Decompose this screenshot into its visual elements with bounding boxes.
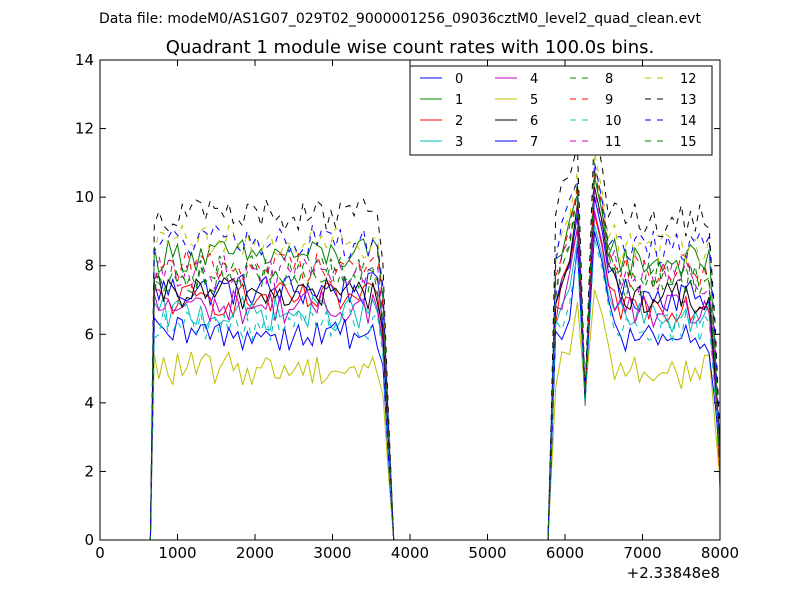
legend-label-4: 4 <box>530 72 538 87</box>
legend-label-13: 13 <box>680 93 697 108</box>
legend-label-9: 9 <box>605 93 613 108</box>
series-line-9 <box>100 169 720 540</box>
y-tick-label: 10 <box>75 188 94 206</box>
legend-label-2: 2 <box>455 114 463 129</box>
y-tick-label: 4 <box>84 394 94 412</box>
y-tick-label: 6 <box>84 325 94 343</box>
chart-title: Quadrant 1 module wise count rates with … <box>166 37 655 58</box>
x-tick-label: 8000 <box>701 544 739 562</box>
x-tick-label: 7000 <box>623 544 661 562</box>
legend-box <box>409 65 713 156</box>
series-line-3 <box>100 224 720 540</box>
x-tick-label: 1000 <box>158 544 196 562</box>
series-line-14 <box>100 162 720 540</box>
x-tick-label: 2000 <box>236 544 274 562</box>
x-tick-label: 4000 <box>391 544 429 562</box>
legend-label-0: 0 <box>455 72 463 87</box>
x-tick-label: 6000 <box>546 544 584 562</box>
x-tick-label: 5000 <box>468 544 506 562</box>
chart-suptitle: Data file: modeM0/AS1G07_029T02_90000012… <box>99 11 701 27</box>
series-line-12 <box>100 152 720 540</box>
y-tick-label: 0 <box>84 531 94 549</box>
series-line-7 <box>100 231 720 540</box>
axis-ticks: 0 1000 2000 3000 4000 5000 6000 7000 80000246810… <box>75 51 739 562</box>
y-tick-label: 12 <box>75 120 94 138</box>
series-line-15 <box>100 172 720 540</box>
y-tick-label: 8 <box>84 257 94 275</box>
legend-label-8: 8 <box>605 72 613 87</box>
legend-label-12: 12 <box>680 72 697 87</box>
x-tick-label: 0 <box>95 544 105 562</box>
x-tick-label: 3000 <box>313 544 351 562</box>
legend-label-15: 15 <box>680 135 697 150</box>
series-line-6 <box>100 186 720 540</box>
legend-label-5: 5 <box>530 93 538 108</box>
legend-label-3: 3 <box>455 135 463 150</box>
series-line-11 <box>100 190 720 540</box>
series-line-5 <box>100 289 720 540</box>
legend-label-1: 1 <box>455 93 463 108</box>
legend-label-6: 6 <box>530 114 538 129</box>
y-tick-label: 14 <box>75 51 94 69</box>
series-line-1 <box>100 176 720 540</box>
series-layer <box>100 125 720 540</box>
y-tick-label: 2 <box>84 462 94 480</box>
series-line-8 <box>100 162 720 540</box>
legend-label-14: 14 <box>680 114 697 129</box>
legend-label-10: 10 <box>605 114 622 129</box>
legend-label-11: 11 <box>605 135 622 150</box>
x-offset-label: +2.33848e8 <box>627 564 720 582</box>
legend-label-7: 7 <box>530 135 538 150</box>
series-line-0 <box>100 196 720 540</box>
